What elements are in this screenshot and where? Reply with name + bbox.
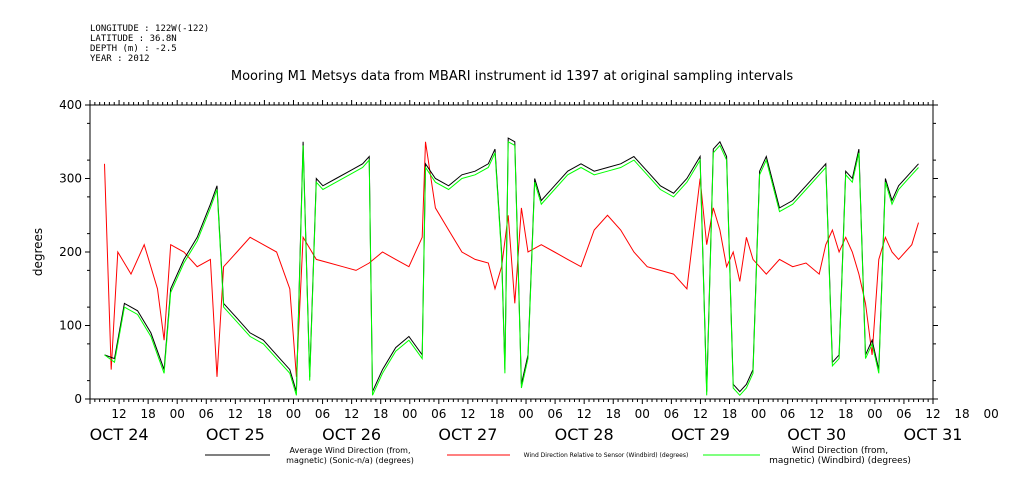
x-day-label-1: OCT 25 (206, 425, 265, 444)
legend-label-windbird-wind-line2: magnetic) (Windbird) (degrees) (769, 456, 911, 466)
x-hour-label-11: 06 (431, 407, 446, 421)
x-hour-label-17: 18 (606, 407, 621, 421)
x-axis: 12 18 00 06 12 18 00 06 12 18 00 06 12 18 00 06 12 18 00 06… (89, 100, 999, 444)
meta-latitude: LATITUDE : 36.8N (90, 34, 177, 44)
metadata-block: LONGITUDE : 122W(-122) LATITUDE : 36.8N … (90, 24, 209, 64)
x-hour-label-4: 12 (228, 407, 243, 421)
y-axis: 0 100 200 300 400 (59, 98, 938, 406)
x-hour-label-19: 06 (664, 407, 679, 421)
series-line-0 (104, 137, 919, 393)
y-tick-label-3: 300 (59, 172, 82, 186)
x-hour-label-30: 00 (983, 407, 998, 421)
x-hour-label-29: 18 (954, 407, 969, 421)
legend: Average Wind Direction (from, magnetic) … (205, 446, 911, 466)
x-hour-label-18: 00 (635, 407, 650, 421)
meta-depth: DEPTH (m) : -2.5 (90, 44, 177, 54)
x-hour-label-23: 06 (780, 407, 795, 421)
x-hour-label-16: 12 (577, 407, 592, 421)
y-tick-label-4: 400 (59, 98, 82, 112)
x-hour-label-5: 18 (257, 407, 272, 421)
x-hour-label-6: 00 (286, 407, 301, 421)
x-hour-label-24: 12 (809, 407, 824, 421)
x-hour-label-20: 12 (693, 407, 708, 421)
series-group (104, 137, 919, 397)
plot-frame (89, 104, 934, 400)
x-hour-label-28: 12 (925, 407, 940, 421)
legend-label-average-wind-line1: Average Wind Direction (from, (289, 446, 410, 455)
x-day-label-7: OCT 31 (904, 425, 963, 444)
x-hour-label-7: 06 (315, 407, 330, 421)
x-day-label-4: OCT 28 (555, 425, 614, 444)
x-day-label-5: OCT 29 (671, 425, 730, 444)
legend-label-windbird-wind-line1: Wind Direction (from, (792, 446, 888, 456)
y-axis-label: degrees (31, 228, 45, 276)
y-tick-label-2: 200 (59, 245, 82, 259)
x-hour-label-1: 18 (140, 407, 155, 421)
x-hour-label-21: 18 (722, 407, 737, 421)
x-hour-label-9: 18 (373, 407, 388, 421)
x-hour-label-10: 00 (402, 407, 417, 421)
y-tick-label-1: 100 (59, 319, 82, 333)
meta-year: YEAR : 2012 (90, 54, 150, 64)
legend-label-average-wind-line2: magnetic) (Sonic-n/a) (degrees) (286, 456, 414, 465)
x-hour-label-22: 00 (751, 407, 766, 421)
x-hour-label-14: 00 (518, 407, 533, 421)
x-hour-label-0: 12 (111, 407, 126, 421)
series-line-1 (104, 141, 919, 377)
chart-title: Mooring M1 Metsys data from MBARI instru… (231, 69, 793, 84)
meta-longitude: LONGITUDE : 122W(-122) (90, 24, 209, 34)
x-day-label-0: OCT 24 (90, 425, 149, 444)
legend-label-relative-wind: Wind Direction Relative to Sensor (Windb… (524, 452, 689, 459)
x-day-label-3: OCT 27 (438, 425, 497, 444)
x-hour-label-15: 06 (547, 407, 562, 421)
x-hour-label-27: 06 (896, 407, 911, 421)
x-hour-label-13: 18 (489, 407, 504, 421)
x-day-label-6: OCT 30 (787, 425, 846, 444)
x-day-label-2: OCT 26 (322, 425, 381, 444)
x-hour-label-26: 00 (867, 407, 882, 421)
x-hour-label-2: 00 (170, 407, 185, 421)
x-hour-label-25: 18 (838, 407, 853, 421)
y-tick-label-0: 0 (74, 392, 82, 406)
x-hour-label-3: 06 (199, 407, 214, 421)
x-hour-label-12: 12 (460, 407, 475, 421)
series-line-2 (104, 140, 919, 397)
x-hour-label-8: 12 (344, 407, 359, 421)
